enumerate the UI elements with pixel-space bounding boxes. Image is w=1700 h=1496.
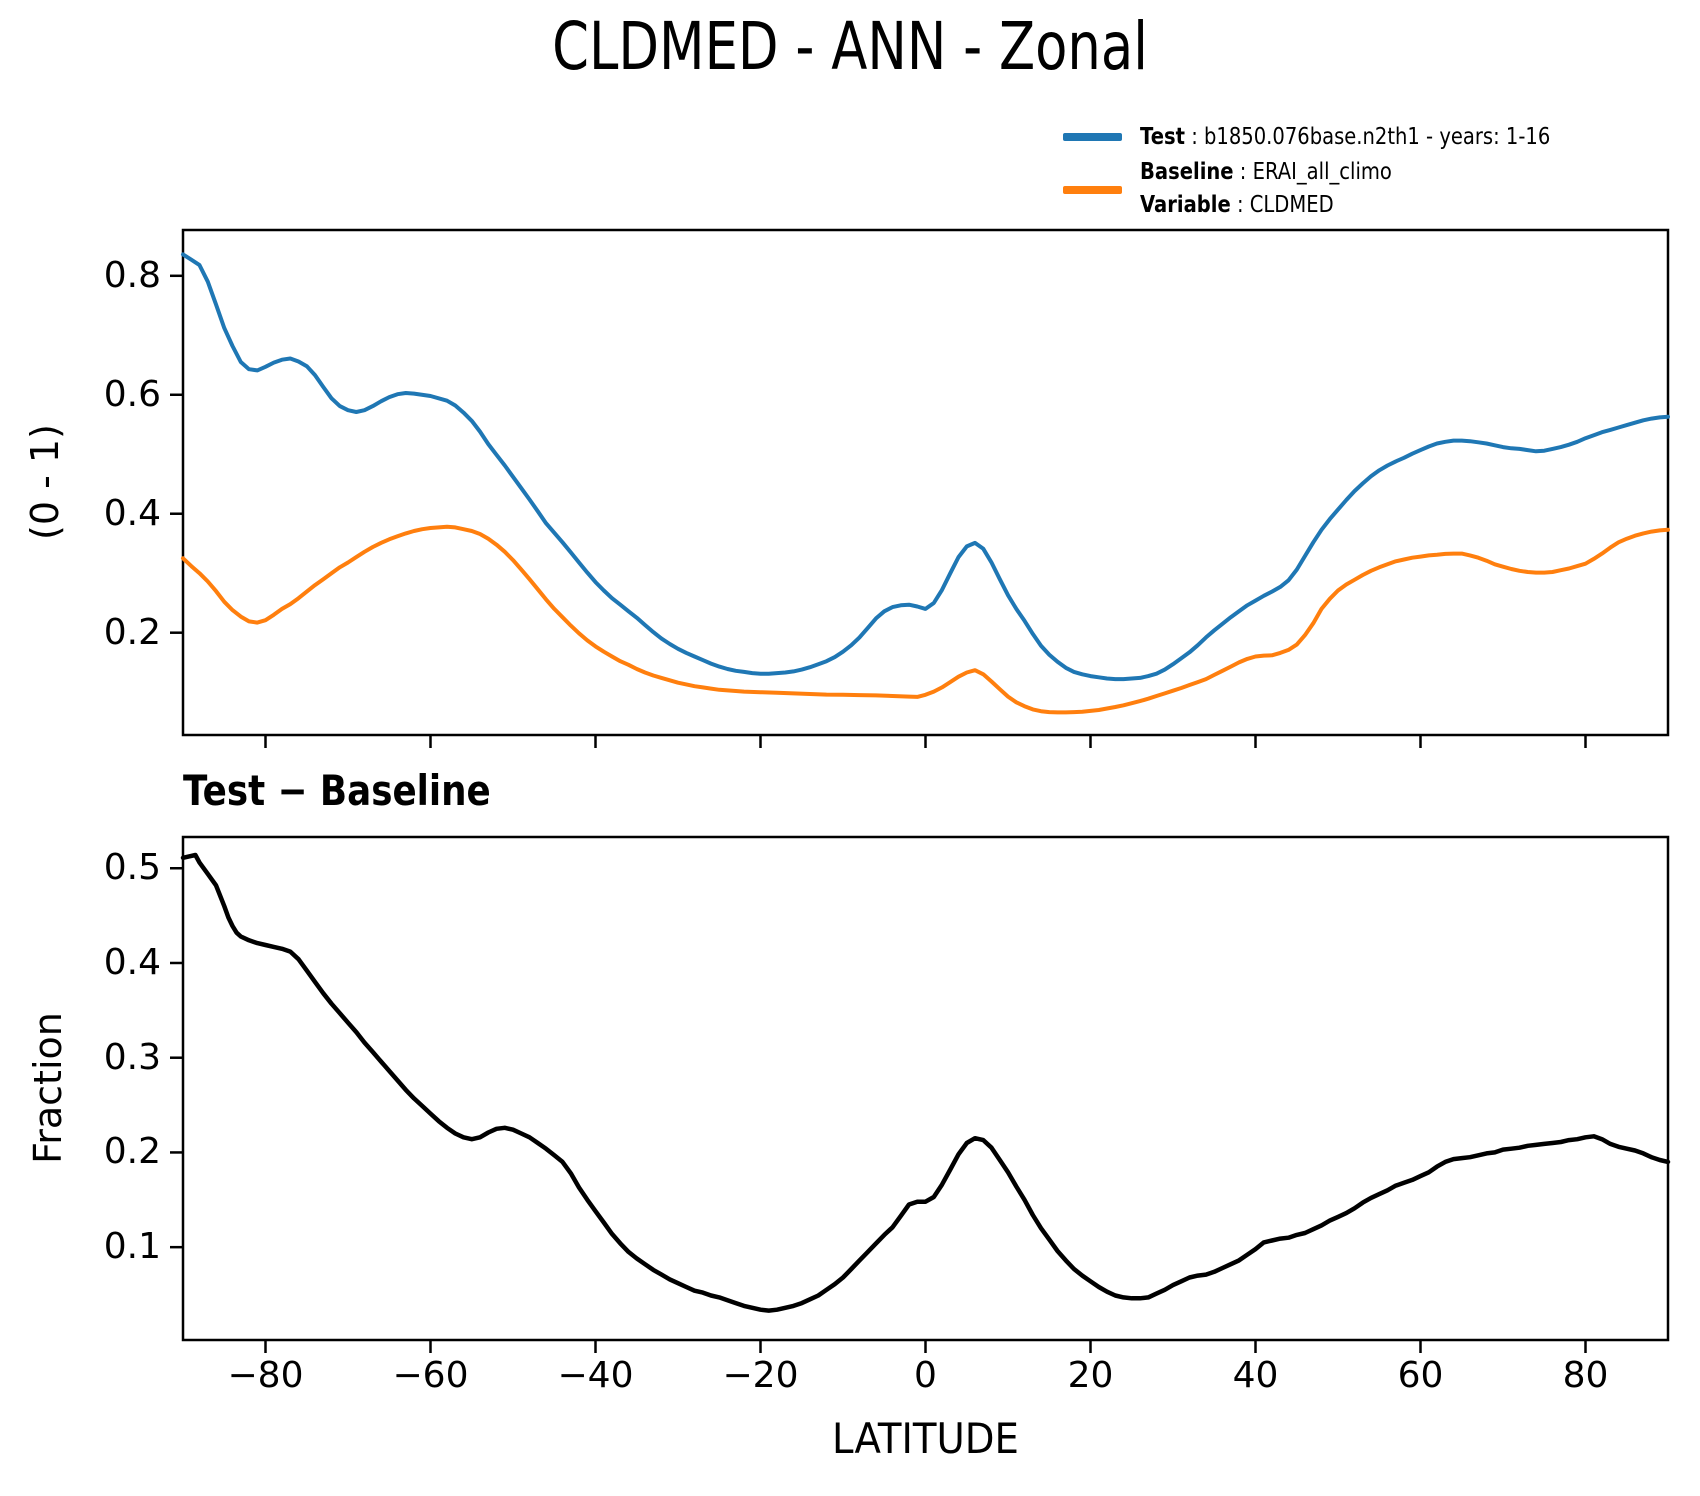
y-tick-label: 0.4 [103,941,161,983]
y-tick-label: 0.4 [103,492,161,534]
y-tick-label: 0.6 [103,373,161,415]
y-tick-label: 0.2 [103,1131,161,1173]
x-tick-label: 20 [1067,1355,1114,1396]
y-tick-label: 0.3 [103,1036,161,1078]
y-tick-label: 0.1 [103,1226,161,1268]
baseline-series-line [181,524,1670,715]
x-tick-label: 60 [1397,1355,1444,1396]
x-tick-label: 0 [914,1355,937,1396]
top-chart-frame [181,228,1670,737]
y-tick-label: 0.2 [103,611,161,653]
legend-test-entry: Test : b1850.076base.n2th1 - years: 1-16 [1140,124,1551,150]
subplot-title: Test − Baseline [183,766,491,815]
y-tick-label: 0.5 [103,847,161,889]
x-tick-label: 80 [1562,1355,1609,1396]
baseline-line-swatch [1063,186,1122,194]
y-tick-label: 0.8 [103,254,161,296]
legend-variable-entry: Variable : CLDMED [1140,192,1334,218]
bottom-chart-ylabel: Fraction [26,1012,70,1164]
test-series-line [181,252,1670,682]
x-axis-label: LATITUDE [832,1414,1019,1463]
test-line-swatch [1063,133,1122,141]
test-baseline-series-line [180,852,1671,1313]
x-tick-label: −20 [722,1355,799,1396]
figure-title: CLDMED - ANN - Zonal [552,8,1148,85]
x-tick-label: 40 [1232,1355,1279,1396]
x-tick-label: −80 [227,1355,304,1396]
legend-baseline-entry: Baseline : ERAI_all_climo [1140,159,1392,185]
x-tick-label: −60 [392,1355,469,1396]
x-tick-label: −40 [557,1355,634,1396]
